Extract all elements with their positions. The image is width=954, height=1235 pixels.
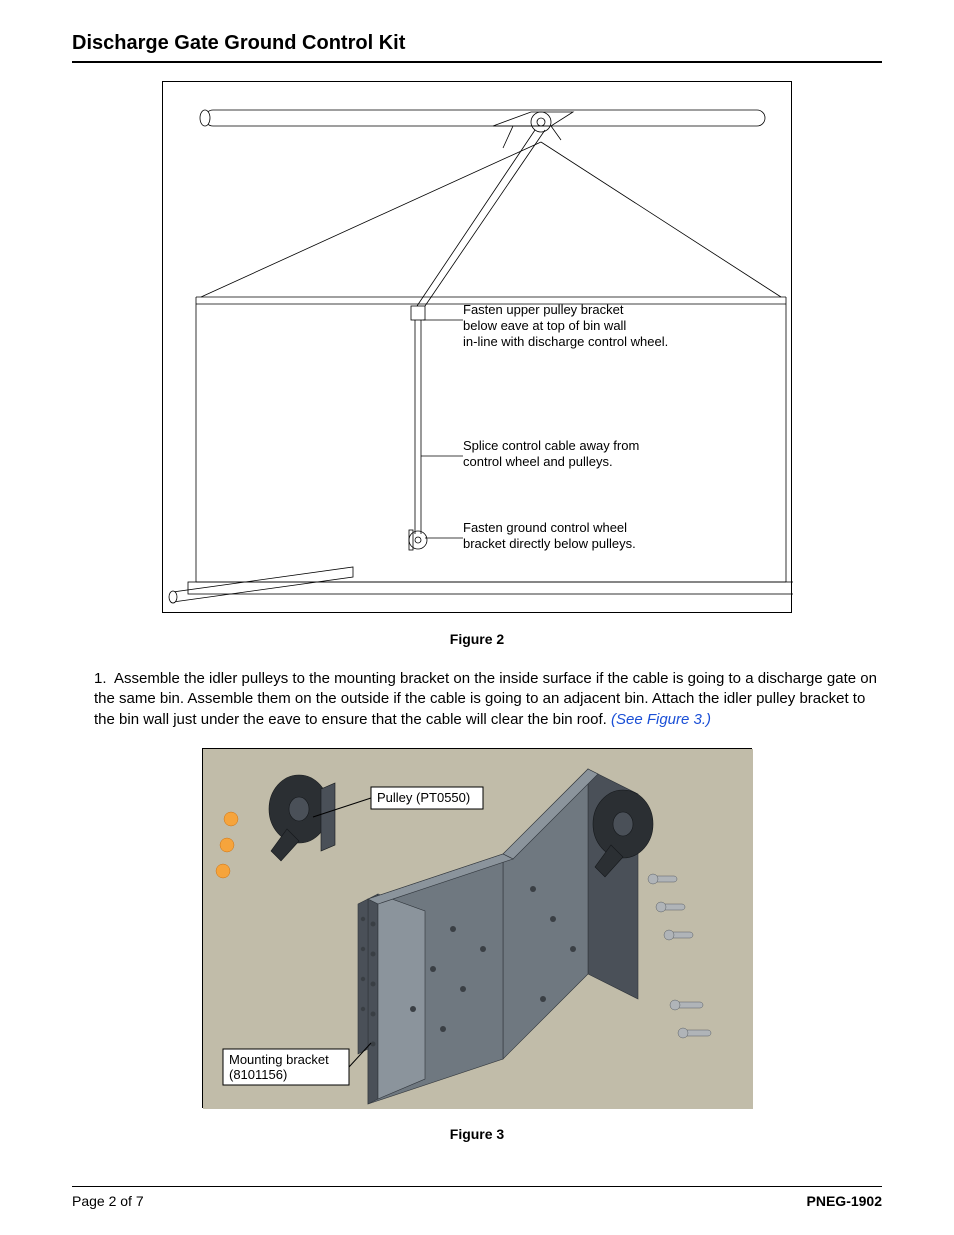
- figure-2-container: Fasten upper pulley bracketbelow eave at…: [72, 81, 882, 647]
- step-1-number: 1.: [94, 669, 114, 689]
- footer-doc-number: PNEG-1902: [807, 1193, 882, 1209]
- svg-text:below eave at top of bin wall: below eave at top of bin wall: [463, 318, 626, 333]
- page-footer: Page 2 of 7 PNEG-1902: [72, 1186, 882, 1209]
- figure-2-svg: Fasten upper pulley bracketbelow eave at…: [163, 82, 793, 614]
- figure-2-frame: Fasten upper pulley bracketbelow eave at…: [162, 81, 792, 613]
- svg-text:Splice control cable away from: Splice control cable away from: [463, 438, 639, 453]
- step-1-reference-link[interactable]: (See Figure 3.): [611, 711, 711, 728]
- svg-text:Fasten ground control wheel: Fasten ground control wheel: [463, 520, 627, 535]
- svg-text:bracket directly below pulleys: bracket directly below pulleys.: [463, 536, 636, 551]
- page-title: Discharge Gate Ground Control Kit: [72, 32, 882, 63]
- figure-2-caption: Figure 2: [72, 631, 882, 647]
- figure-3-frame: Pulley (PT0550) Mounting bracket(8101156): [202, 748, 752, 1108]
- figure-3-svg: Pulley (PT0550) Mounting bracket(8101156): [203, 749, 753, 1109]
- svg-text:(8101156): (8101156): [229, 1067, 287, 1082]
- step-1-text: Assemble the idler pulleys to the mounti…: [94, 670, 877, 728]
- svg-text:control wheel and pulleys.: control wheel and pulleys.: [463, 454, 613, 469]
- figure-3-container: Pulley (PT0550) Mounting bracket(8101156)…: [72, 748, 882, 1142]
- footer-page: Page 2 of 7: [72, 1193, 144, 1209]
- svg-text:Mounting bracket: Mounting bracket: [229, 1052, 329, 1067]
- svg-text:Fasten upper pulley bracket: Fasten upper pulley bracket: [463, 302, 624, 317]
- svg-text:in-line with discharge control: in-line with discharge control wheel.: [463, 334, 668, 349]
- figure-3-caption: Figure 3: [72, 1126, 882, 1142]
- svg-text:Pulley (PT0550): Pulley (PT0550): [377, 790, 470, 805]
- step-1: 1.Assemble the idler pulleys to the moun…: [94, 669, 882, 730]
